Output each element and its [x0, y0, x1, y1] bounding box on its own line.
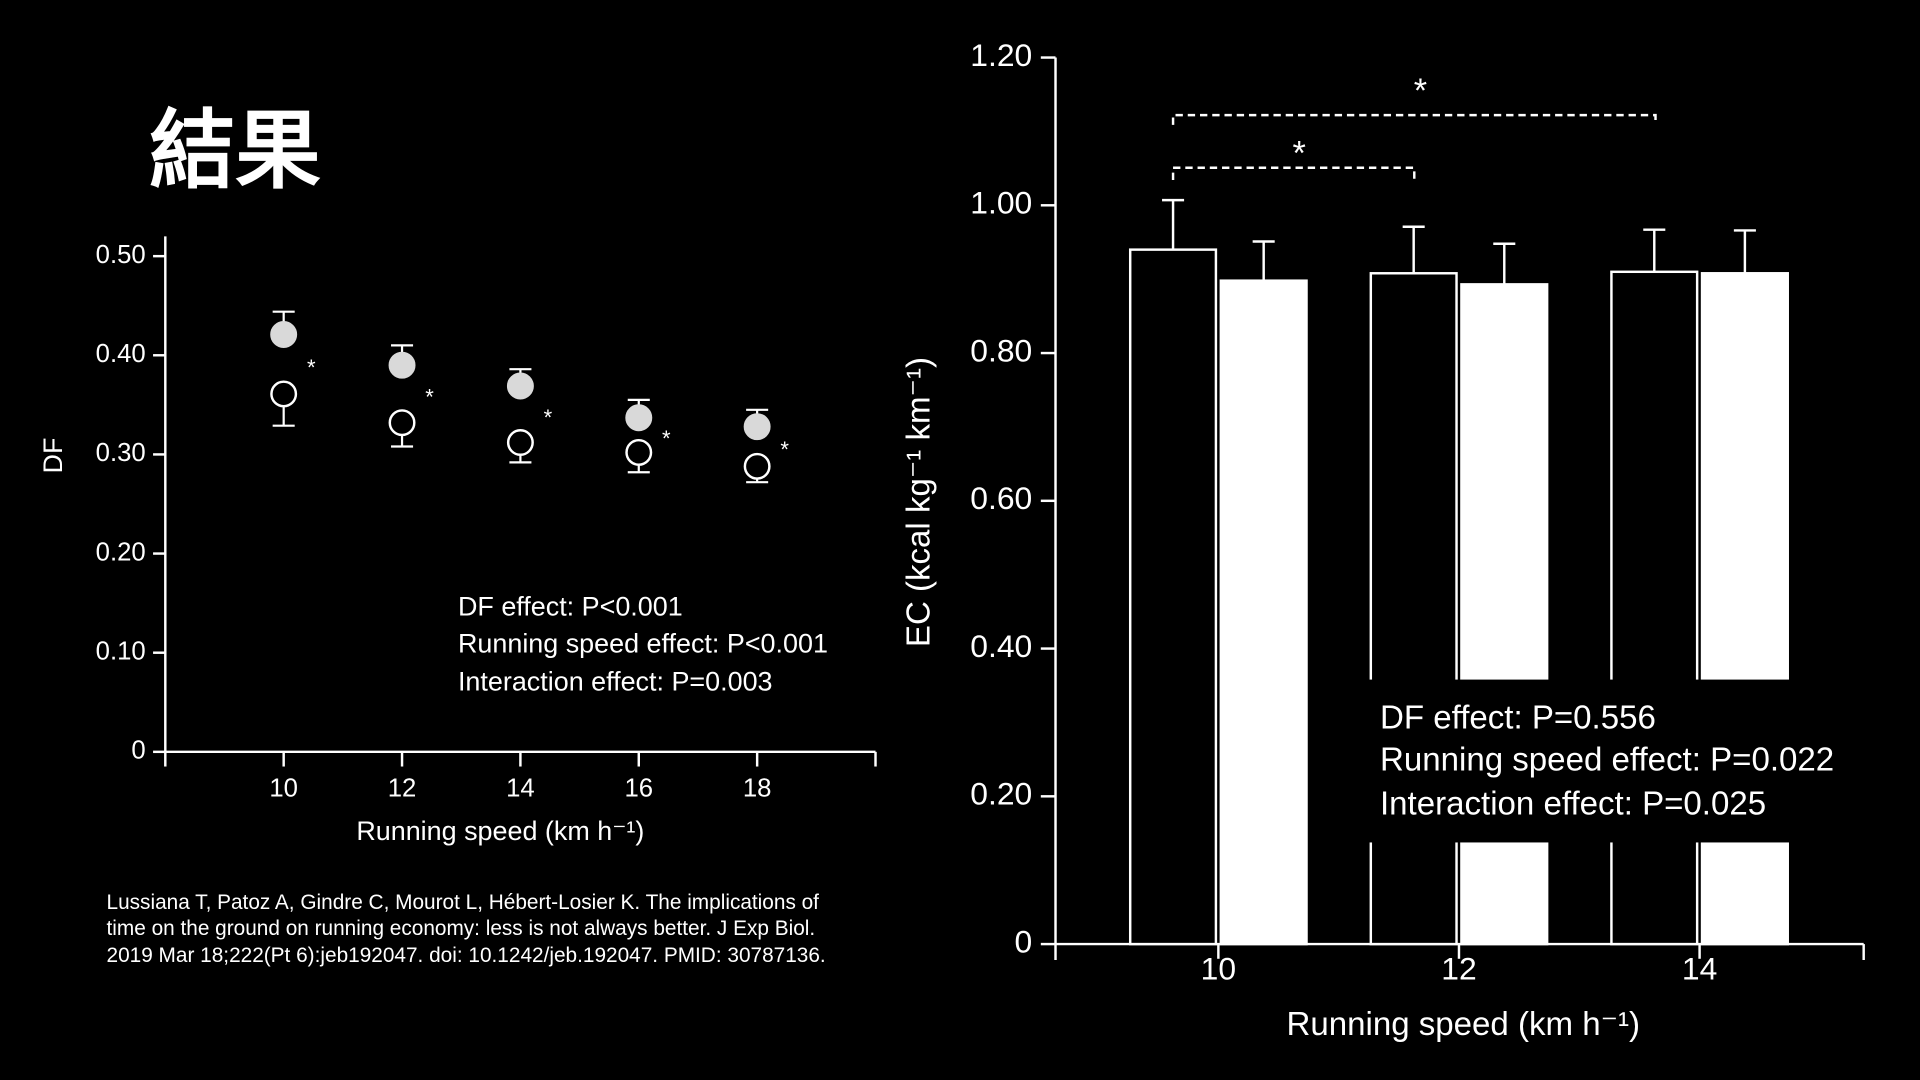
stats-line: DF effect: P<0.001 — [458, 592, 683, 622]
x-tick-label: 12 — [1441, 950, 1476, 986]
x-tick-label: 12 — [388, 775, 417, 803]
stats-line: Interaction effect: P=0.003 — [458, 666, 773, 696]
point — [743, 413, 771, 441]
significance-star: * — [1414, 72, 1427, 110]
error-bar — [1733, 229, 1756, 274]
significance-star: * — [425, 385, 434, 410]
y-tick-label: 1.20 — [970, 37, 1032, 73]
point — [388, 409, 416, 437]
error-bar — [1643, 228, 1666, 272]
error-bar — [1493, 242, 1516, 285]
point — [625, 438, 653, 466]
y-tick-label: 0.20 — [970, 776, 1032, 812]
point — [388, 351, 416, 379]
error-bar — [1252, 240, 1275, 281]
y-tick-label: 0.80 — [970, 332, 1032, 368]
x-tick-label: 14 — [506, 775, 535, 803]
y-tick-label: 0.10 — [96, 637, 146, 665]
y-tick-label: 0.20 — [96, 538, 146, 566]
x-tick-label: 10 — [269, 775, 298, 803]
significance-star: * — [544, 405, 553, 430]
stats-line: Running speed effect: P=0.022 — [1380, 741, 1834, 778]
x-axis-label: Running speed (km h⁻¹) — [1286, 1006, 1640, 1043]
x-tick-label: 18 — [743, 775, 772, 803]
significance-star: * — [1293, 135, 1306, 173]
citation-line: time on the ground on running economy: l… — [107, 917, 816, 940]
y-axis-label: DF — [38, 438, 68, 474]
y-tick-label: 0 — [131, 737, 145, 765]
bar — [1219, 279, 1308, 946]
bar — [1369, 272, 1458, 946]
y-tick-label: 0.30 — [96, 439, 146, 467]
y-tick-label: 0.40 — [970, 628, 1032, 664]
point — [270, 321, 298, 348]
bar — [1128, 248, 1218, 946]
y-tick-label: 0.50 — [96, 241, 146, 269]
stats-line: Running speed effect: P<0.001 — [458, 628, 828, 658]
y-axis-label: EC (kcal kg⁻¹ km⁻¹) — [901, 357, 938, 647]
point — [506, 429, 534, 456]
significance-brackets — [1171, 113, 1657, 180]
significance-star: * — [307, 355, 316, 380]
x-tick-label: 16 — [624, 775, 653, 803]
stats-line: DF effect: P=0.556 — [1380, 700, 1656, 737]
x-axis-label: Running speed (km h⁻¹) — [356, 816, 644, 846]
y-tick-label: 0.40 — [96, 340, 146, 368]
bar — [1610, 270, 1699, 946]
bar — [1700, 272, 1789, 946]
x-tick-label: 10 — [1201, 950, 1236, 986]
point — [270, 380, 298, 408]
slide-title: 結果 — [149, 101, 321, 201]
error-bar — [1162, 198, 1185, 250]
point — [506, 372, 534, 400]
x-tick-label: 14 — [1682, 950, 1717, 986]
significance-star: * — [662, 426, 671, 451]
y-tick-label: 0.60 — [970, 480, 1032, 516]
point — [743, 452, 771, 480]
point — [625, 404, 653, 432]
citation-line: Lussiana T, Patoz A, Gindre C, Mourot L,… — [107, 891, 820, 914]
citation-line: 2019 Mar 18;222(Pt 6):jeb192047. doi: 10… — [107, 944, 826, 967]
y-tick-label: 0 — [1015, 923, 1033, 959]
significance-star: * — [780, 437, 789, 462]
stats-box — [1368, 679, 1874, 843]
bar — [1460, 283, 1549, 946]
stats-line: Interaction effect: P=0.025 — [1380, 785, 1766, 822]
error-bar — [1402, 225, 1425, 274]
y-tick-label: 1.00 — [970, 185, 1032, 221]
